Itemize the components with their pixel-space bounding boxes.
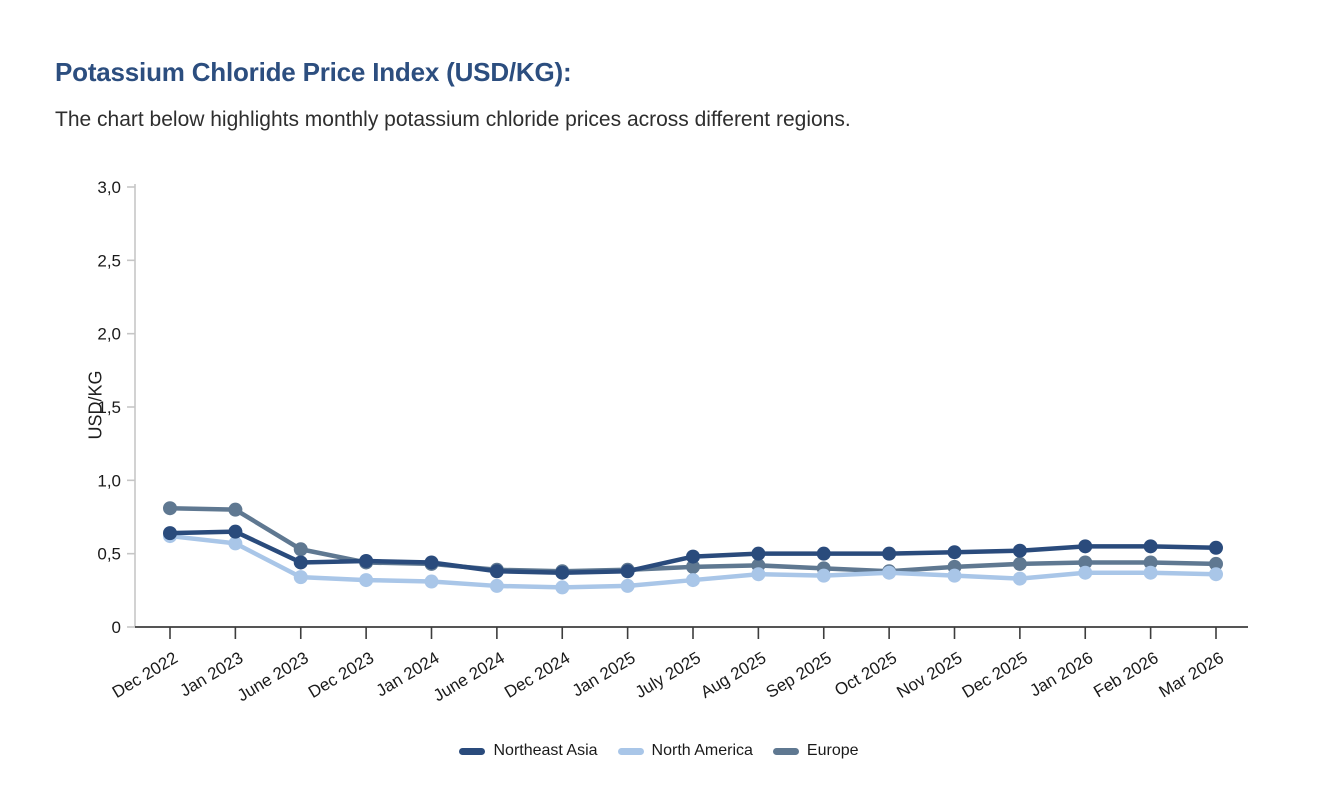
y-axis: 0 0,5 1,0 1,5 2,0 2,5 3,0 — [97, 178, 136, 637]
data-point-europe-0 — [163, 501, 177, 516]
data-point-northeast-asia-15 — [1143, 539, 1158, 554]
data-point-northeast-asia-3 — [359, 554, 374, 568]
data-point-north-america-16 — [1209, 567, 1223, 582]
y-tick-label-6: 3,0 — [97, 178, 121, 197]
data-point-north-america-12 — [947, 568, 962, 583]
legend-swatch-europe — [772, 747, 799, 755]
data-point-northeast-asia-14 — [1078, 539, 1093, 554]
y-tick-label-1: 0,5 — [97, 545, 121, 564]
data-point-northeast-asia-1 — [228, 524, 243, 539]
data-point-north-america-15 — [1143, 565, 1158, 580]
data-point-northeast-asia-16 — [1209, 540, 1223, 555]
data-point-northeast-asia-7 — [620, 564, 635, 579]
legend-item-northeast-asia: Northeast Asia — [459, 742, 598, 760]
x-tick-label-9: Aug 2025 — [697, 648, 769, 702]
data-point-north-america-4 — [424, 574, 439, 589]
data-point-north-america-8 — [686, 573, 700, 588]
x-tick-label-16: Mar 2026 — [1156, 648, 1227, 701]
page-subtitle: The chart below highlights monthly potas… — [55, 108, 851, 131]
y-tick-label-4: 2,0 — [97, 325, 121, 344]
legend-swatch-north-america — [617, 747, 644, 755]
data-point-north-america-14 — [1078, 565, 1093, 580]
data-point-northeast-asia-5 — [489, 564, 504, 579]
y-tick-label-3: 1,5 — [97, 398, 121, 417]
data-point-northeast-asia-0 — [163, 526, 177, 541]
y-tick-label-5: 2,5 — [97, 251, 121, 270]
data-point-north-america-5 — [489, 578, 504, 593]
x-tick-label-7: Jan 2025 — [569, 648, 639, 700]
x-tick-label-3: Dec 2023 — [305, 648, 377, 702]
data-point-north-america-1 — [228, 536, 243, 551]
data-point-northeast-asia-11 — [882, 546, 897, 561]
x-tick-label-11: Oct 2025 — [831, 648, 900, 700]
x-tick-label-6: Dec 2024 — [501, 648, 573, 702]
legend-label-north-america: North America — [651, 742, 753, 759]
data-point-north-america-6 — [555, 580, 570, 595]
data-point-europe-14 — [1078, 555, 1093, 570]
data-point-north-america-11 — [882, 565, 897, 580]
x-tick-label-15: Feb 2026 — [1090, 648, 1161, 701]
data-point-northeast-asia-8 — [686, 549, 700, 564]
x-tick-label-8: July 2025 — [632, 648, 704, 702]
data-point-north-america-7 — [620, 578, 635, 593]
y-tick-label-0: 0 — [112, 618, 121, 637]
x-tick-label-13: Dec 2025 — [959, 648, 1031, 702]
data-point-northeast-asia-13 — [1012, 543, 1027, 558]
data-point-north-america-3 — [359, 573, 374, 588]
x-tick-label-10: Sep 2025 — [763, 648, 835, 702]
series-northeast-asia — [163, 524, 1223, 580]
x-tick-label-2: June 2023 — [234, 648, 312, 705]
data-point-europe-13 — [1012, 556, 1027, 571]
chart-legend: Northeast Asia North America Europe — [0, 742, 1318, 760]
data-point-north-america-9 — [751, 567, 766, 582]
series-north-america — [163, 529, 1223, 595]
x-tick-label-0: Dec 2022 — [109, 648, 181, 702]
x-tick-label-5: June 2024 — [430, 648, 508, 705]
data-point-europe-15 — [1143, 555, 1158, 570]
data-point-northeast-asia-4 — [424, 555, 439, 570]
data-point-north-america-13 — [1012, 571, 1027, 586]
data-point-north-america-10 — [816, 568, 831, 583]
page-title: Potassium Chloride Price Index (USD/KG): — [55, 57, 572, 87]
data-point-north-america-2 — [293, 570, 308, 585]
data-point-northeast-asia-2 — [293, 555, 308, 570]
x-tick-label-12: Nov 2025 — [893, 648, 965, 702]
legend-item-europe: Europe — [772, 742, 859, 760]
data-point-northeast-asia-12 — [947, 545, 962, 560]
legend-swatch-northeast-asia — [459, 747, 486, 755]
legend-item-north-america: North America — [617, 742, 753, 760]
x-tick-label-14: Jan 2026 — [1027, 648, 1097, 700]
y-tick-label-2: 1,0 — [97, 471, 121, 490]
data-point-northeast-asia-10 — [816, 546, 831, 561]
legend-label-europe: Europe — [806, 742, 859, 759]
series-europe — [163, 501, 1223, 579]
data-point-europe-2 — [293, 542, 308, 557]
data-point-northeast-asia-9 — [751, 546, 766, 561]
data-point-europe-1 — [228, 502, 243, 517]
data-point-europe-16 — [1209, 556, 1223, 571]
data-point-northeast-asia-6 — [555, 565, 570, 580]
legend-label-northeast-asia: Northeast Asia — [493, 742, 598, 759]
data-point-europe-8 — [686, 559, 700, 574]
